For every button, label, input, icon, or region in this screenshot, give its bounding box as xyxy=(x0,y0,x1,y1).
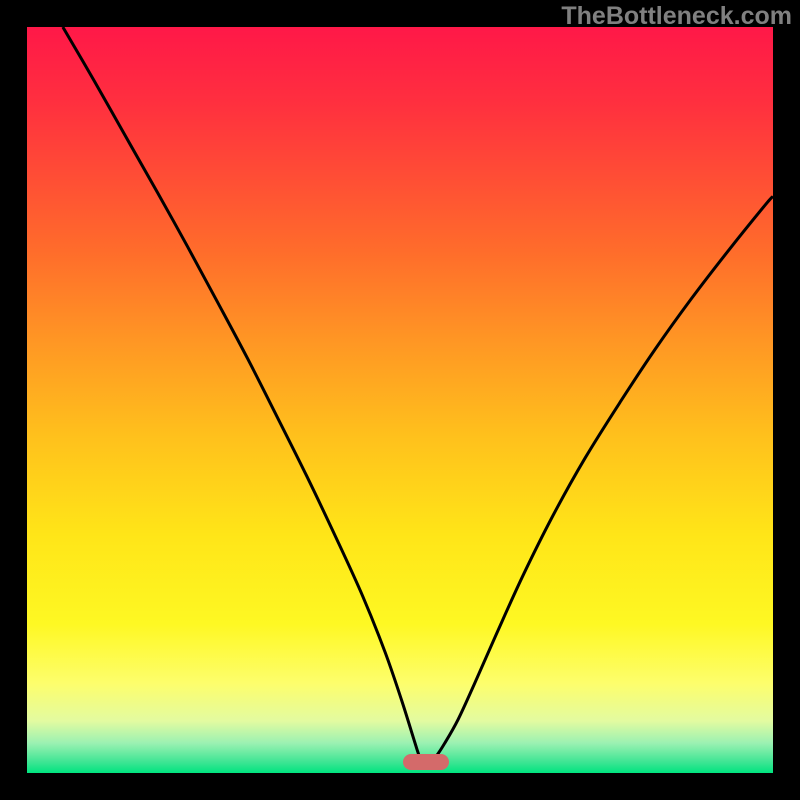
minimum-marker xyxy=(403,754,449,770)
plot-area xyxy=(27,27,773,773)
watermark-text: TheBottleneck.com xyxy=(561,2,792,31)
curve-path xyxy=(63,27,773,763)
bottleneck-curve xyxy=(27,27,773,773)
